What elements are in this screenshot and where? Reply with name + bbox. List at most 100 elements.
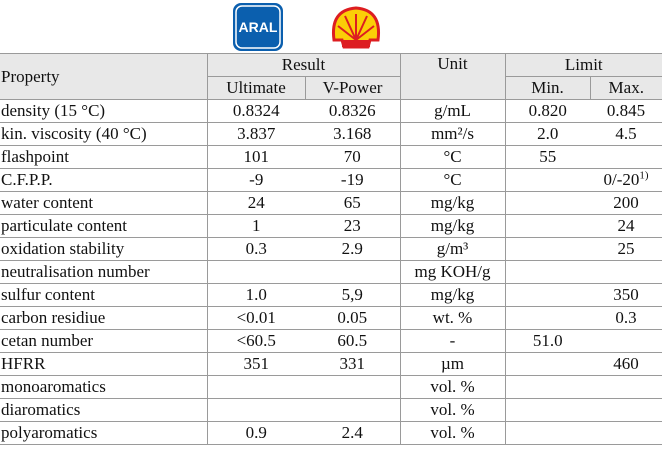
value-cell xyxy=(305,375,401,399)
value-cell: vol. % xyxy=(399,375,506,399)
value-cell: 23 xyxy=(305,214,401,238)
value-cell xyxy=(206,398,305,422)
value-cell xyxy=(305,398,401,422)
value-cell xyxy=(504,421,591,445)
table-row: cetan number <60.5 60.5-51.0 xyxy=(0,329,663,353)
value-cell: 2.0 xyxy=(504,122,591,146)
header-cell: Ultimate xyxy=(206,76,305,100)
aral-text: ARAL xyxy=(239,19,278,35)
value-cell: vol. % xyxy=(399,398,506,422)
aral-badge xyxy=(233,3,283,51)
value-cell: g/mL xyxy=(399,99,506,123)
table-row: kin. viscosity (40 °C) 3.837 3.168 mm²/s 2.0… xyxy=(0,122,663,146)
value-cell xyxy=(504,214,591,238)
header-row: Property Result Unit Limit xyxy=(0,53,663,100)
value-cell: °C xyxy=(399,145,506,169)
value-cell: 351 xyxy=(206,352,305,376)
table-row: polyaromatics 0.9 2.4 vol. % xyxy=(0,421,663,445)
value-cell: 350 xyxy=(590,283,663,307)
value-cell xyxy=(504,375,591,399)
value-cell: 331 xyxy=(305,352,401,376)
value-cell: mg/kg xyxy=(399,283,506,307)
value-cell: 2.9 xyxy=(305,237,401,261)
value-cell: 5,9 xyxy=(305,283,401,307)
property-cell: particulate content xyxy=(0,214,207,238)
shell-logo xyxy=(331,6,381,49)
property-cell: neutralisation number xyxy=(0,260,207,284)
value-cell: wt. % xyxy=(399,306,506,330)
property-cell: C.F.P.P. xyxy=(0,168,207,192)
value-cell: 0/-201) xyxy=(590,168,663,192)
header-cell: Min. xyxy=(504,76,591,100)
value-cell: 3.837 xyxy=(206,122,305,146)
value-cell: 51.0 xyxy=(504,329,591,353)
aral-border xyxy=(235,5,281,49)
value-cell xyxy=(504,398,591,422)
value-cell: 55 xyxy=(504,145,591,169)
value-cell: mm²/s xyxy=(399,122,506,146)
shell-ribs xyxy=(337,14,375,41)
value-cell: 460 xyxy=(590,352,663,376)
value-cell xyxy=(504,260,591,284)
shell-base xyxy=(342,40,370,47)
value-cell: 24 xyxy=(206,191,305,215)
property-cell: cetan number xyxy=(0,329,207,353)
value-cell: 0.3 xyxy=(206,237,305,261)
table-row: monoaromatics vol. % xyxy=(0,375,663,399)
table-row: C.F.P.P. -9 -19 °C 0/-201) xyxy=(0,168,663,192)
value-cell xyxy=(504,168,591,192)
table-row: diaromatics vol. % xyxy=(0,398,663,422)
value-cell: 25 xyxy=(590,237,663,261)
header-row: Ultimate V-Power Min. Max. xyxy=(0,76,663,100)
property-cell: monoaromatics xyxy=(0,375,207,399)
value-cell xyxy=(590,421,663,445)
value-cell: -19 xyxy=(305,168,401,192)
logos: ARAL xyxy=(233,3,381,51)
property-cell: flashpoint xyxy=(0,145,207,169)
value-cell: 0.8326 xyxy=(305,99,401,123)
value-cell xyxy=(590,260,663,284)
value-cell: 0.05 xyxy=(305,306,401,330)
footnote-mark: 1) xyxy=(639,169,649,182)
table-row: neutralisation number mg KOH/g xyxy=(0,260,663,284)
value-cell xyxy=(504,306,591,330)
value-cell: 4.5 xyxy=(590,122,663,146)
value-cell xyxy=(504,237,591,261)
table-row: flashpoint 101 70 °C 55 xyxy=(0,145,663,169)
value-cell xyxy=(504,352,591,376)
table-body: density (15 °C) 0.8324 0.8326 g/mL 0.820 0.84… xyxy=(0,99,663,445)
header-cell: Result xyxy=(206,53,401,77)
value-cell: 0.3 xyxy=(590,306,663,330)
value-cell: µm xyxy=(399,352,506,376)
value-cell: 0.8324 xyxy=(206,99,305,123)
value-cell: 1.0 xyxy=(206,283,305,307)
value-cell: 200 xyxy=(590,191,663,215)
value-cell: 101 xyxy=(206,145,305,169)
table-row: density (15 °C) 0.8324 0.8326 g/mL 0.820 0.84… xyxy=(0,99,663,123)
value-cell: mg/kg xyxy=(399,191,506,215)
value-cell: 0.9 xyxy=(206,421,305,445)
value-cell: °C xyxy=(399,168,506,192)
value-cell: 3.168 xyxy=(305,122,401,146)
value-cell xyxy=(590,398,663,422)
property-cell: HFRR xyxy=(0,352,207,376)
table-row: carbon residiue <0.01 0.05 wt. % 0.3 xyxy=(0,306,663,330)
value-cell: <0.01 xyxy=(206,306,305,330)
header-cell: V-Power xyxy=(304,76,401,100)
value-cell xyxy=(590,145,663,169)
property-cell: diaromatics xyxy=(0,398,207,422)
value-cell: 2.4 xyxy=(305,421,401,445)
value-cell: mg/kg xyxy=(399,214,506,238)
value-cell xyxy=(504,283,591,307)
value-cell: -9 xyxy=(206,168,305,192)
aral-logo: ARAL xyxy=(233,3,283,51)
property-cell: sulfur content xyxy=(0,283,207,307)
value-cell: - xyxy=(399,329,506,353)
value-cell: <60.5 xyxy=(206,329,305,353)
value-cell: vol. % xyxy=(399,421,506,445)
header-cell: Max. xyxy=(589,76,663,100)
value-cell: 0.820 xyxy=(504,99,591,123)
table-row: particulate content 1 23 mg/kg 24 xyxy=(0,214,663,238)
value-cell xyxy=(206,375,305,399)
